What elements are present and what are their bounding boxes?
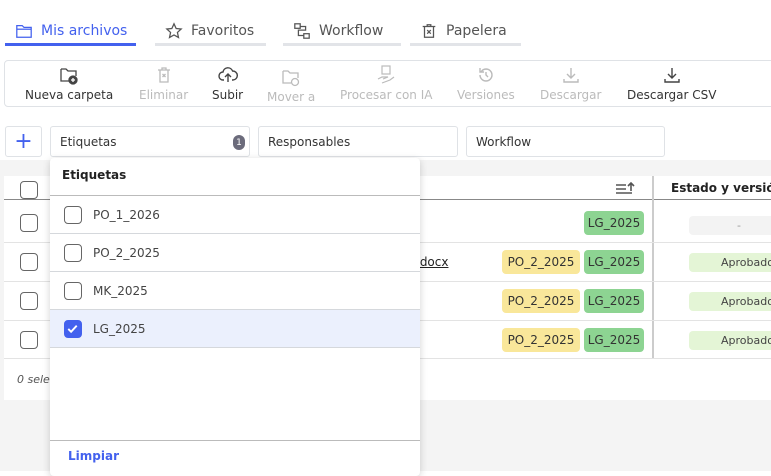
option-label: LG_2025 <box>93 321 146 336</box>
status-badge: - <box>689 216 771 235</box>
filter-label: Workflow <box>476 134 532 149</box>
tag-badge: LG_2025 <box>584 328 644 352</box>
column-divider <box>652 176 654 359</box>
trash-icon <box>157 67 170 83</box>
button-label: Descargar <box>540 88 602 102</box>
sort-icon[interactable] <box>614 181 636 195</box>
button-label: Procesar con IA <box>340 88 433 102</box>
download-icon <box>664 68 680 83</box>
option-lg-2025[interactable]: LG_2025 <box>50 310 420 348</box>
count-badge: 1 <box>233 135 245 150</box>
row-checkbox[interactable] <box>20 331 38 349</box>
descargar-button[interactable]: Descargar <box>540 65 601 102</box>
dropdown-title: Etiquetas <box>62 168 127 182</box>
star-icon <box>165 21 183 39</box>
option-label: PO_2_2025 <box>93 245 160 260</box>
divider <box>50 440 420 441</box>
procesar-ia-button[interactable]: Procesar con IA <box>340 65 432 102</box>
option-checkbox-checked[interactable] <box>64 320 82 338</box>
folder-icon <box>16 24 32 38</box>
status-badge: Aprobado <box>689 253 771 272</box>
ai-hand-icon <box>377 65 395 84</box>
mover-a-button[interactable]: Mover a <box>267 67 315 104</box>
tab-mis-archivos[interactable]: Mis archivos <box>5 18 136 46</box>
descargar-csv-button[interactable]: Descargar CSV <box>627 65 716 102</box>
file-name-link[interactable]: .docx <box>416 255 449 269</box>
option-checkbox[interactable] <box>64 206 82 224</box>
workflow-icon <box>294 22 310 39</box>
button-label: Nueva carpeta <box>25 88 114 102</box>
row-checkbox[interactable] <box>20 292 38 310</box>
column-header-status[interactable]: Estado y versión <box>671 181 771 195</box>
option-mk-2025[interactable]: MK_2025 <box>50 272 420 310</box>
download-icon <box>563 68 579 83</box>
limpiar-button[interactable]: Limpiar <box>68 449 119 463</box>
toolbar: Nueva carpeta Eliminar Subir Mover a Pro… <box>4 60 771 107</box>
divider <box>50 195 420 196</box>
row-checkbox[interactable] <box>20 214 38 232</box>
status-badge: Aprobado <box>689 292 771 311</box>
tag-badge: LG_2025 <box>584 211 644 235</box>
history-icon <box>479 68 493 82</box>
workflow-filter[interactable]: Workflow <box>466 126 665 157</box>
trash-icon <box>422 23 436 38</box>
tag-badge: PO_2_2025 <box>502 250 580 274</box>
row-checkbox[interactable] <box>20 253 38 271</box>
button-label: Subir <box>212 88 244 102</box>
folder-move-icon <box>282 70 300 87</box>
button-label: Descargar CSV <box>627 88 717 102</box>
plus-icon: + <box>14 129 33 154</box>
tag-badge: PO_2_2025 <box>502 328 580 352</box>
tag-badge: LG_2025 <box>584 289 644 313</box>
button-label: Versiones <box>457 88 515 102</box>
tab-label: Mis archivos <box>41 22 128 39</box>
option-po-1-2026[interactable]: PO_1_2026 <box>50 196 420 234</box>
option-po-2-2025[interactable]: PO_2_2025 <box>50 234 420 272</box>
folder-plus-icon <box>60 68 78 85</box>
etiquetas-dropdown: Etiquetas PO_1_2026 PO_2_2025 MK_2025 LG… <box>50 158 420 476</box>
tab-favoritos[interactable]: Favoritos <box>155 18 266 46</box>
button-label: Mover a <box>267 90 316 104</box>
filter-label: Responsables <box>268 134 351 149</box>
tab-label: Workflow <box>319 22 384 39</box>
option-label: MK_2025 <box>93 283 148 298</box>
tab-workflow[interactable]: Workflow <box>283 18 401 46</box>
tab-label: Papelera <box>446 22 507 39</box>
nueva-carpeta-button[interactable]: Nueva carpeta <box>25 65 113 102</box>
option-checkbox[interactable] <box>64 244 82 262</box>
select-all-checkbox[interactable] <box>20 181 38 199</box>
filter-label: Etiquetas <box>60 134 117 149</box>
subir-button[interactable]: Subir <box>212 65 243 102</box>
tag-badge: LG_2025 <box>584 250 644 274</box>
option-checkbox[interactable] <box>64 282 82 300</box>
versiones-button[interactable]: Versiones <box>457 65 515 102</box>
eliminar-button[interactable]: Eliminar <box>139 65 188 102</box>
add-filter-button[interactable]: + <box>5 126 42 157</box>
option-label: PO_1_2026 <box>93 207 160 222</box>
tab-papelera[interactable]: Papelera <box>410 18 521 46</box>
check-icon <box>67 325 78 334</box>
etiquetas-filter[interactable]: Etiquetas 1 <box>50 126 250 157</box>
tag-badge: PO_2_2025 <box>502 289 580 313</box>
cloud-upload-icon <box>217 67 238 82</box>
button-label: Eliminar <box>139 88 189 102</box>
tab-label: Favoritos <box>191 22 255 39</box>
responsables-filter[interactable]: Responsables <box>258 126 458 157</box>
status-badge: Aprobado <box>689 331 771 350</box>
